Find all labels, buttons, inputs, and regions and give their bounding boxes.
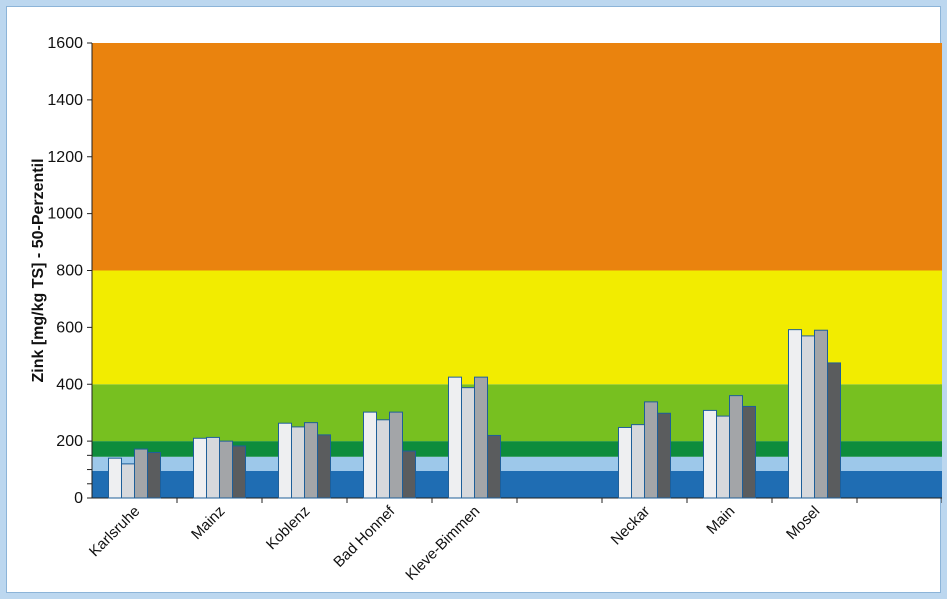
y-tick-label: 1000 (47, 206, 83, 223)
bar-2-3 (219, 440, 233, 499)
bar-7-1 (618, 426, 632, 499)
bar-4-1 (363, 411, 377, 499)
y-tick-label: 1600 (47, 35, 83, 52)
bar-2-1 (193, 437, 207, 499)
zinc-bar-chart: 0 200 400 600 800 1000 1200 1400 1600 Zink [mg/kg… (30, 35, 942, 584)
bar-3-2 (291, 426, 305, 499)
bar-8-1 (703, 409, 717, 499)
bar-9-3 (814, 329, 828, 499)
bar-5-1 (448, 376, 462, 499)
bar-8-3 (729, 395, 743, 499)
bar-1-2 (121, 463, 135, 499)
bar-5-3 (474, 376, 488, 499)
bar-9-4 (827, 362, 841, 499)
bar-9-1 (788, 329, 802, 499)
x-category-label: Main (703, 503, 738, 538)
x-category-label: Mainz (188, 503, 228, 543)
bar-4-2 (376, 419, 390, 499)
y-axis-title: Zink [mg/kg TS] - 50-Perzentil (30, 158, 47, 382)
y-tick-label: 800 (56, 263, 83, 280)
bar-3-4 (317, 434, 331, 499)
x-category-label: Koblenz (263, 503, 313, 553)
bar-3-3 (304, 422, 318, 499)
y-tick-label: 1200 (47, 149, 83, 166)
x-category-label: Neckar (608, 503, 654, 549)
bar-5-2 (461, 387, 475, 499)
bar-4-4 (402, 450, 416, 499)
quality-band-5 (92, 43, 942, 271)
bar-5-4 (487, 434, 501, 499)
bar-2-2 (206, 436, 220, 499)
bar-9-2 (801, 335, 815, 499)
bar-3-1 (278, 422, 292, 499)
bar-7-3 (644, 401, 658, 499)
y-tick-label: 400 (56, 376, 83, 393)
y-tick-label: 0 (74, 490, 83, 507)
bar-1-4 (147, 452, 161, 499)
x-category-label: Bad Honnef (330, 502, 399, 571)
y-tick-label: 1400 (47, 92, 83, 109)
x-category-label: Mosel (783, 503, 823, 543)
chart-panel: 0 200 400 600 800 1000 1200 1400 1600 Zink [mg/kg… (6, 6, 942, 593)
bar-8-2 (716, 415, 730, 499)
bar-7-2 (631, 424, 645, 499)
bar-8-4 (742, 405, 756, 499)
bar-4-3 (389, 411, 403, 499)
bar-1-1 (108, 457, 122, 499)
x-category-label: Kleve-Bimmen (402, 503, 483, 584)
y-tick-label: 600 (56, 319, 83, 336)
bar-7-4 (657, 412, 671, 499)
y-tick-label: 200 (56, 433, 83, 450)
bar-1-3 (134, 448, 148, 499)
bar-2-4 (232, 445, 246, 499)
x-category-label: Karlsruhe (86, 503, 143, 560)
